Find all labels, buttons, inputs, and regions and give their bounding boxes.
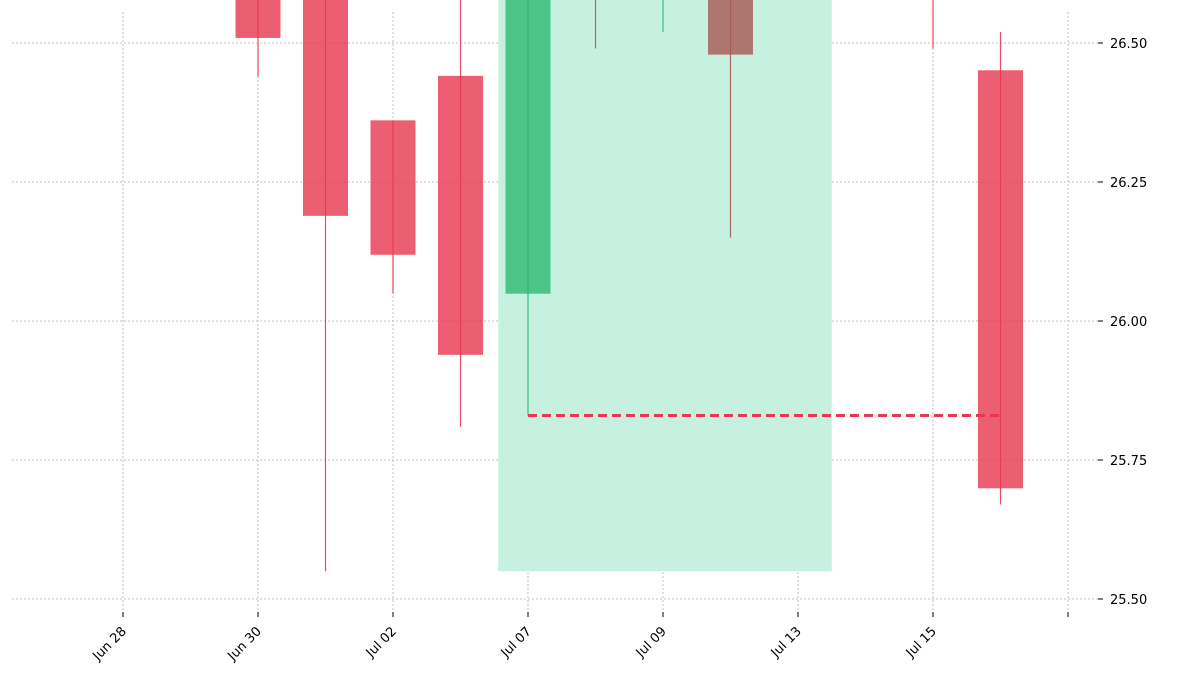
y-tick-label: 25.50 (1110, 593, 1147, 608)
x-tick-label: Jun 30 (225, 624, 265, 664)
y-tick-label: 25.75 (1110, 454, 1147, 469)
candle-body (708, 0, 753, 55)
candle-body (438, 75, 483, 355)
highlight-region (498, 0, 832, 572)
highlight-region-layer (498, 0, 832, 572)
grid-lines (12, 12, 1098, 612)
y-axis: 25.5025.7526.0026.2526.5026.7527.0027.25… (1098, 37, 1147, 608)
y-tick-label: 26.50 (1110, 37, 1147, 52)
y-tick-label: 26.25 (1110, 176, 1147, 191)
x-tick-label: Jul 13 (768, 624, 805, 661)
candle-body (370, 120, 416, 255)
level-lines-layer (528, 414, 1001, 418)
y-tick-label: 26.00 (1110, 315, 1147, 330)
candle-body (303, 0, 348, 216)
x-tick-label: Jul 09 (633, 624, 670, 661)
candle-body (978, 70, 1023, 489)
x-tick-label: Jun 28 (90, 624, 130, 664)
x-tick-label: Jul 02 (363, 624, 400, 661)
x-tick-label: Jul 07 (498, 624, 535, 661)
candles-layer (235, 0, 1023, 572)
x-axis: Jun 28 Jun 30 Jul 02 Jul 07 Jul 09 Jul 13 Jul … (90, 612, 1069, 665)
x-tick-label: Jul 15 (903, 624, 940, 661)
candle-body (235, 0, 281, 38)
candle-body (505, 0, 551, 294)
